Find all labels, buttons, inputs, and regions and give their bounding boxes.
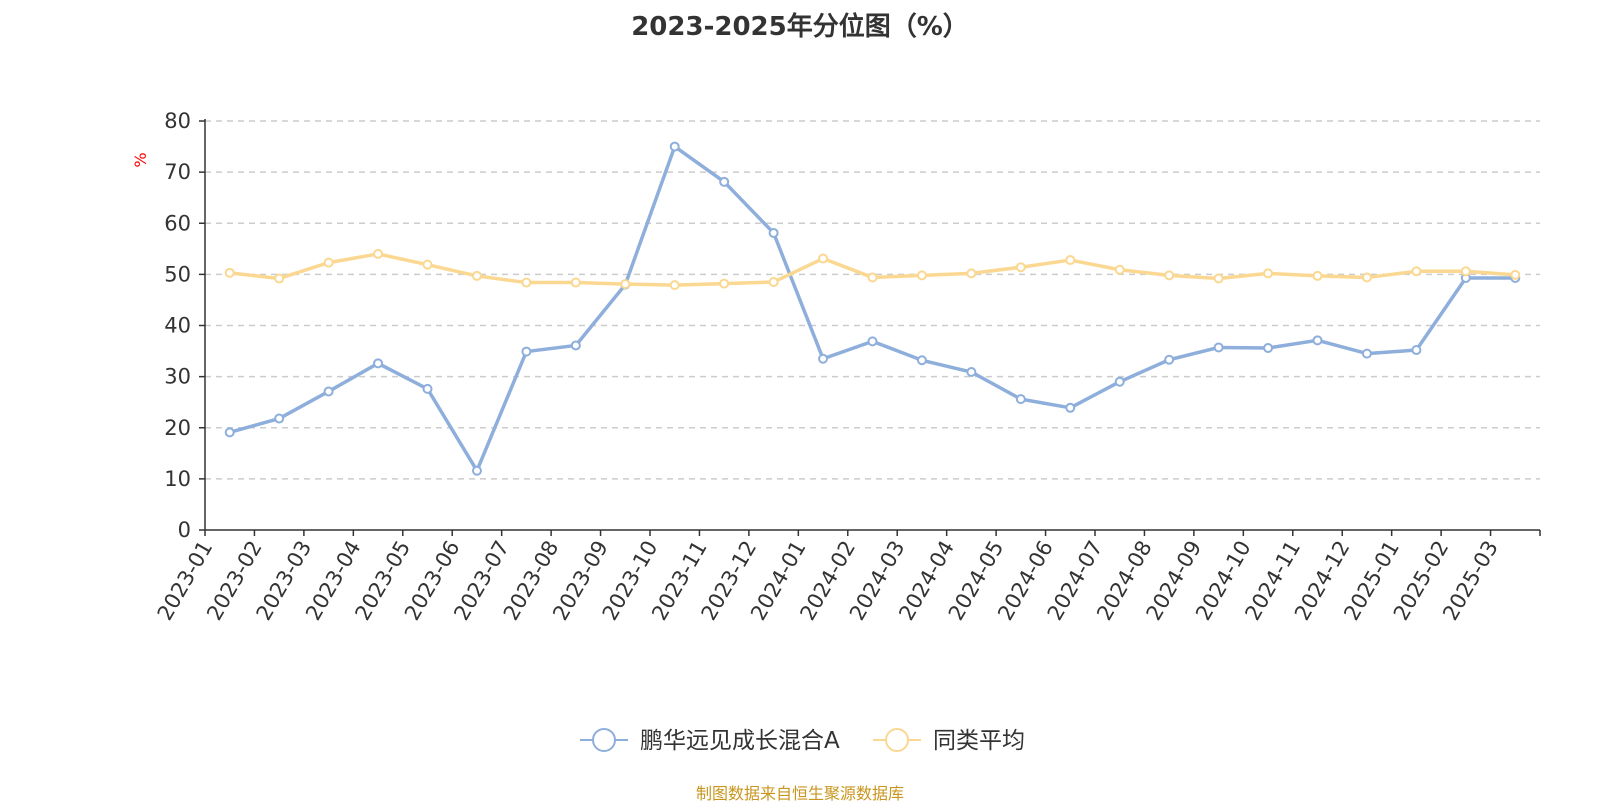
data-point[interactable] — [1361, 348, 1372, 359]
series-1 — [224, 141, 1521, 476]
y-tick-label: 70 — [164, 160, 191, 184]
data-point[interactable] — [373, 248, 384, 259]
data-point[interactable] — [1263, 268, 1274, 279]
legend-item-1[interactable]: 鹏华远见成长混合A — [580, 728, 840, 754]
data-point[interactable] — [719, 278, 730, 289]
grid-lines — [205, 120, 1540, 480]
data-point[interactable] — [1510, 269, 1521, 280]
data-point[interactable] — [1361, 272, 1372, 283]
data-point[interactable] — [818, 253, 829, 264]
data-point[interactable] — [323, 257, 334, 268]
legend-label: 鹏华远见成长混合A — [640, 728, 840, 754]
data-point[interactable] — [471, 465, 482, 476]
data-point[interactable] — [1312, 270, 1323, 281]
data-point[interactable] — [224, 267, 235, 278]
data-point[interactable] — [966, 367, 977, 378]
legend-item-2[interactable]: 同类平均 — [873, 728, 1025, 754]
data-point[interactable] — [373, 358, 384, 369]
y-tick-label: 10 — [164, 467, 191, 491]
chart-title: 2023-2025年分位图（%） — [631, 12, 969, 42]
y-tick-label: 80 — [164, 109, 191, 133]
data-point[interactable] — [1263, 342, 1274, 353]
data-point[interactable] — [1164, 270, 1175, 281]
legend-marker-icon — [885, 728, 909, 752]
data-point[interactable] — [1065, 402, 1076, 413]
data-point[interactable] — [274, 273, 285, 284]
series-line — [227, 144, 1518, 473]
series-lines — [224, 141, 1521, 476]
legend[interactable]: 鹏华远见成长混合A 同类平均 — [580, 728, 1025, 754]
data-point[interactable] — [1114, 376, 1125, 387]
data-point[interactable] — [719, 176, 730, 187]
y-tick-label: 20 — [164, 416, 191, 440]
data-point[interactable] — [422, 383, 433, 394]
data-point[interactable] — [867, 336, 878, 347]
data-point[interactable] — [1114, 264, 1125, 275]
legend-marker-icon — [592, 728, 616, 752]
data-point[interactable] — [1411, 266, 1422, 277]
data-point[interactable] — [867, 272, 878, 283]
axes: 010203040506070802023-012023-022023-0320… — [153, 109, 1541, 624]
data-point[interactable] — [1164, 354, 1175, 365]
data-point[interactable] — [768, 277, 779, 288]
legend-label: 同类平均 — [933, 728, 1025, 754]
data-point[interactable] — [521, 277, 532, 288]
y-tick-label: 40 — [164, 314, 191, 338]
data-point[interactable] — [224, 427, 235, 438]
data-point[interactable] — [620, 279, 631, 290]
data-point[interactable] — [521, 346, 532, 357]
y-tick-label: 30 — [164, 365, 191, 389]
data-point[interactable] — [669, 280, 680, 291]
data-point[interactable] — [570, 277, 581, 288]
data-point[interactable] — [274, 413, 285, 424]
data-point[interactable] — [966, 268, 977, 279]
data-point[interactable] — [1065, 255, 1076, 266]
data-point[interactable] — [1411, 345, 1422, 356]
y-tick-label: 0 — [178, 518, 191, 542]
y-axis-unit-label: % — [131, 152, 150, 167]
series-2 — [224, 248, 1521, 291]
data-point[interactable] — [818, 353, 829, 364]
y-tick-label: 60 — [164, 211, 191, 235]
data-point[interactable] — [1213, 342, 1224, 353]
y-tick-label: 50 — [164, 262, 191, 286]
data-point[interactable] — [471, 270, 482, 281]
data-point[interactable] — [669, 141, 680, 152]
data-point[interactable] — [916, 355, 927, 366]
data-point[interactable] — [570, 340, 581, 351]
data-point[interactable] — [1460, 266, 1471, 277]
data-point[interactable] — [1213, 273, 1224, 284]
data-point[interactable] — [1015, 262, 1026, 273]
data-point[interactable] — [1015, 394, 1026, 405]
data-point[interactable] — [916, 270, 927, 281]
data-point[interactable] — [1312, 335, 1323, 346]
data-point[interactable] — [422, 259, 433, 270]
data-source-note: 制图数据来自恒生聚源数据库 — [695, 784, 904, 803]
data-point[interactable] — [323, 386, 334, 397]
data-point[interactable] — [768, 227, 779, 238]
